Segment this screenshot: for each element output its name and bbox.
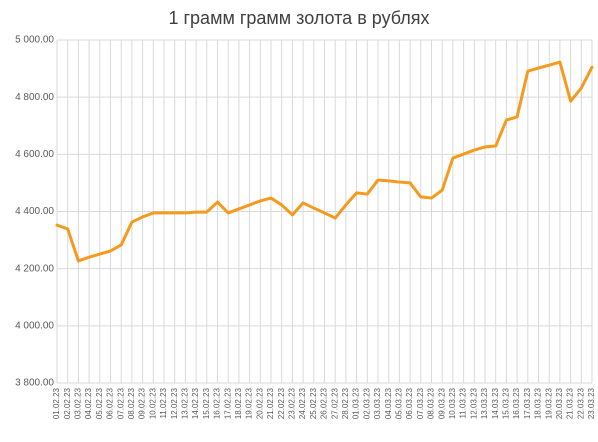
x-tick-label: 18.03.23	[534, 387, 543, 419]
x-tick-label: 03.02.23	[74, 387, 83, 419]
x-tick-label: 09.02.23	[138, 387, 147, 419]
x-tick-label: 06.02.23	[106, 387, 115, 419]
x-tick-label: 02.03.23	[362, 387, 371, 419]
y-tick-label: 3 800.00	[15, 378, 54, 389]
y-tick-label: 5 000.00	[15, 35, 54, 46]
x-tick-label: 03.03.23	[373, 387, 382, 419]
x-tick-label: 22.02.23	[277, 387, 286, 419]
x-tick-label: 18.02.23	[234, 387, 243, 419]
x-tick-label: 27.02.23	[330, 387, 339, 419]
x-tick-label: 04.03.23	[384, 387, 393, 419]
x-tick-label: 14.02.23	[191, 387, 200, 419]
chart-title: 1 грамм грамм золота в рублях	[168, 8, 429, 28]
x-tick-label: 14.03.23	[491, 387, 500, 419]
x-tick-label: 02.02.23	[63, 387, 72, 419]
x-tick-label: 07.03.23	[416, 387, 425, 419]
x-tick-label: 01.03.23	[352, 387, 361, 419]
line	[55, 60, 594, 263]
x-tick-label: 11.02.23	[159, 387, 168, 418]
x-tick-label: 12.02.23	[170, 387, 179, 419]
x-tick-label: 01.02.23	[52, 387, 61, 419]
x-tick-label: 17.02.23	[223, 387, 232, 419]
x-tick-label: 16.02.23	[213, 387, 222, 419]
x-tick-label: 20.02.23	[255, 387, 264, 419]
x-tick-label: 04.02.23	[84, 387, 93, 419]
x-tick-label: 06.03.23	[405, 387, 414, 419]
x-tick-label: 19.03.23	[544, 387, 553, 419]
x-tick-label: 08.03.23	[427, 387, 436, 419]
x-tick-label: 20.03.23	[555, 387, 564, 419]
y-tick-label: 4 200.00	[15, 263, 54, 274]
x-tick-label: 22.03.23	[576, 387, 585, 419]
x-tick-label: 21.03.23	[566, 387, 575, 419]
x-tick-label: 08.02.23	[127, 387, 136, 419]
x-tick-label: 07.02.23	[116, 387, 125, 419]
x-tick-label: 23.03.23	[587, 387, 596, 419]
x-tick-label: 12.03.23	[469, 387, 478, 419]
x-tick-label: 16.03.23	[512, 387, 521, 419]
y-tick-label: 4 000.00	[15, 320, 54, 331]
x-tick-label: 21.02.23	[266, 387, 275, 419]
x-tick-label: 10.02.23	[148, 387, 157, 419]
x-tick-label: 11.03.23	[459, 387, 468, 418]
x-tick-label: 09.03.23	[437, 387, 446, 419]
y-tick-label: 4 400.00	[15, 206, 54, 217]
y-tick-label: 4 600.00	[15, 149, 54, 160]
x-tick-label: 24.02.23	[298, 387, 307, 419]
x-tick-label: 25.02.23	[309, 387, 318, 419]
x-tick-label: 13.02.23	[181, 387, 190, 419]
x-tick-label: 17.03.23	[523, 387, 532, 419]
x-tick-label: 28.02.23	[341, 387, 350, 419]
x-tick-label: 05.02.23	[95, 387, 104, 419]
x-tick-label: 15.03.23	[502, 387, 511, 419]
x-tick-label: 15.02.23	[202, 387, 211, 419]
x-tick-label: 19.02.23	[245, 387, 254, 419]
x-tick-label: 26.02.23	[320, 387, 329, 419]
x-tick-label: 10.03.23	[448, 387, 457, 419]
x-tick-label: 13.03.23	[480, 387, 489, 419]
y-tick-label: 4 800.00	[15, 92, 54, 103]
x-tick-label: 23.02.23	[288, 387, 297, 419]
x-tick-label: 05.03.23	[395, 387, 404, 419]
